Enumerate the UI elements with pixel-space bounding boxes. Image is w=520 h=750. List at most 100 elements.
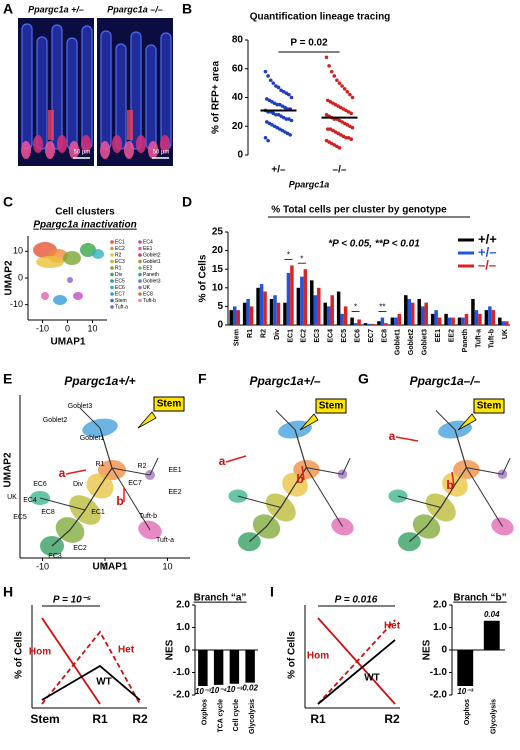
label: R1 bbox=[92, 712, 108, 726]
data-point bbox=[337, 81, 342, 85]
label: Ppargc1a+/– bbox=[249, 374, 320, 388]
label: UMAP1 bbox=[92, 562, 127, 573]
bar bbox=[420, 306, 425, 325]
panel-letter: D bbox=[182, 194, 192, 210]
label: 10⁻³ bbox=[195, 687, 211, 696]
data-point bbox=[287, 92, 291, 97]
label: Stem bbox=[477, 401, 502, 412]
bar bbox=[340, 313, 344, 325]
data-point bbox=[335, 78, 339, 83]
bar bbox=[229, 310, 233, 325]
label: Div bbox=[274, 329, 281, 340]
label: 10 bbox=[13, 246, 23, 256]
trajectory bbox=[111, 467, 151, 531]
label: Ppargc1a+/+ bbox=[64, 374, 135, 388]
data-point bbox=[289, 118, 294, 123]
label: R2 bbox=[138, 463, 147, 470]
label: a bbox=[389, 429, 396, 443]
bar bbox=[259, 284, 264, 325]
crypt bbox=[148, 141, 158, 159]
label: 50 µm bbox=[153, 150, 170, 156]
trend-line bbox=[41, 630, 141, 705]
label: % Total cells per cluster by genotype bbox=[271, 205, 447, 216]
bar bbox=[474, 310, 479, 325]
bar bbox=[363, 323, 368, 325]
label: 80 bbox=[232, 35, 244, 46]
label: -1.0 bbox=[173, 667, 191, 678]
label: -10 bbox=[10, 299, 23, 309]
bar bbox=[213, 650, 224, 685]
label: 10⁻³ bbox=[226, 685, 242, 694]
label: Paneth bbox=[143, 272, 159, 278]
bar bbox=[198, 650, 208, 686]
label: 0 bbox=[102, 561, 107, 571]
label: 1.0 bbox=[433, 622, 447, 633]
crypt bbox=[21, 141, 31, 159]
trend-line bbox=[317, 639, 396, 705]
label: –/– bbox=[333, 165, 347, 176]
legend-swatch bbox=[110, 305, 114, 309]
label: EC4 bbox=[143, 239, 153, 245]
label: Het bbox=[118, 645, 135, 656]
label: 0.04 bbox=[484, 610, 500, 619]
trajectory bbox=[502, 457, 511, 475]
legend-swatch bbox=[138, 259, 142, 264]
label: -10 bbox=[36, 561, 49, 571]
bar bbox=[437, 317, 442, 325]
label: 5 bbox=[217, 301, 223, 312]
label: b bbox=[446, 478, 453, 492]
data-point bbox=[266, 138, 270, 143]
label: EC1 bbox=[287, 329, 294, 343]
label: -2.0 bbox=[173, 690, 191, 701]
label: 0 bbox=[65, 323, 70, 333]
villus bbox=[81, 25, 93, 150]
label: b bbox=[296, 472, 303, 486]
stem-arrow bbox=[457, 413, 477, 431]
label: EC6 bbox=[33, 481, 47, 488]
legend-swatch bbox=[110, 266, 114, 270]
villus bbox=[66, 37, 78, 150]
label: EC2 bbox=[73, 545, 87, 552]
bar bbox=[290, 265, 294, 325]
data-point bbox=[337, 146, 342, 150]
label: R2 bbox=[132, 712, 148, 726]
bar bbox=[377, 321, 381, 325]
villus bbox=[36, 36, 48, 150]
label: % of Cells bbox=[14, 631, 25, 679]
label: EE1 bbox=[143, 246, 153, 252]
legend-swatch bbox=[110, 259, 114, 264]
crypt bbox=[33, 135, 43, 153]
panel-letter: H bbox=[3, 584, 13, 600]
legend-swatch bbox=[138, 253, 142, 257]
data-point bbox=[289, 95, 294, 100]
branch-arrow bbox=[65, 469, 87, 475]
bar bbox=[256, 287, 260, 325]
trajectory bbox=[409, 429, 468, 543]
label: Tuft-a bbox=[475, 329, 482, 348]
label: WT bbox=[96, 677, 112, 688]
panel-letter: F bbox=[198, 371, 207, 387]
label: a bbox=[59, 466, 66, 480]
label: Stem bbox=[319, 401, 344, 412]
label: a bbox=[219, 454, 226, 468]
data-point bbox=[324, 55, 329, 60]
bar bbox=[245, 650, 255, 683]
legend-swatch bbox=[110, 272, 114, 277]
branch-arrow bbox=[451, 471, 455, 487]
bar bbox=[300, 276, 304, 325]
legend-swatch bbox=[110, 292, 114, 296]
legend-swatch bbox=[110, 279, 114, 283]
bar bbox=[397, 313, 402, 325]
data-point bbox=[288, 133, 293, 137]
data-point bbox=[327, 64, 331, 68]
bar bbox=[330, 295, 334, 325]
label: 0 bbox=[18, 272, 23, 282]
bar bbox=[384, 323, 388, 325]
data-point bbox=[274, 112, 278, 117]
label: Stem bbox=[30, 712, 59, 726]
trajectory bbox=[51, 427, 113, 547]
trajectory bbox=[305, 467, 343, 527]
label: EC8 bbox=[381, 329, 388, 343]
bar bbox=[505, 321, 509, 325]
stem-box bbox=[153, 396, 185, 412]
